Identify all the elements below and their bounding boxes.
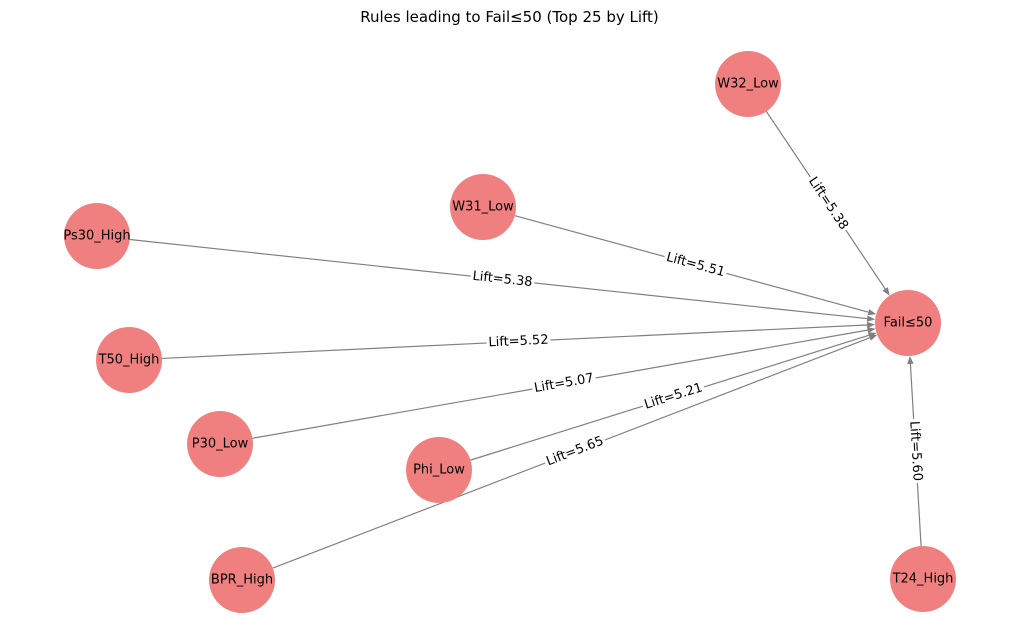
node-label: W31_Low [452, 200, 514, 215]
edge-label-text: Lift=5.38 [472, 269, 533, 290]
edge-label-text: Lift=5.38 [805, 174, 851, 232]
edge-label-background [486, 331, 551, 352]
edge-label-w32-low: Lift=5.38 [803, 172, 853, 235]
edge-label-background [542, 432, 608, 471]
edge-label-background [803, 172, 853, 235]
node-label: W32_Low [717, 77, 779, 92]
node-circle [64, 203, 130, 269]
edge-label-p30-low: Lift=5.07 [531, 370, 597, 397]
node-ps30-high: Ps30_High [63, 203, 131, 269]
edge-label-background [531, 370, 597, 397]
edge-label-text: Lift=5.60 [906, 421, 924, 482]
node-circle [450, 174, 516, 240]
node-circle [209, 547, 275, 613]
arrowhead-p30-low [867, 326, 876, 334]
edge-label-text: Lift=5.51 [665, 250, 727, 280]
edge-label-background [469, 268, 536, 291]
edge-label-background [662, 248, 729, 282]
arrowhead-w31-low [867, 309, 877, 316]
node-label: P30_Low [192, 437, 249, 452]
node-circle [890, 546, 956, 612]
node-circle [715, 51, 781, 117]
edge-label-t24-high: Lift=5.60 [905, 418, 926, 484]
node-w31-low: W31_Low [450, 174, 516, 240]
node-circle [187, 411, 253, 477]
node-label: BPR_High [211, 573, 273, 588]
node-t50-high: T50_High [96, 327, 162, 393]
arrowhead-t24-high [907, 355, 914, 365]
node-t24-high: T24_High [890, 546, 956, 612]
edge-label-text: Lift=5.21 [643, 380, 705, 412]
edge-label-text: Lift=5.52 [488, 333, 549, 351]
node-label: T24_High [892, 572, 954, 587]
node-w32-low: W32_Low [715, 51, 781, 117]
edge-label-ps30-high: Lift=5.38 [469, 268, 536, 291]
node-p30-low: P30_Low [187, 411, 253, 477]
node-bpr-high: BPR_High [209, 547, 275, 613]
edge-label-background [905, 418, 926, 484]
node-label: Fail≤50 [884, 316, 933, 331]
node-circle [406, 437, 472, 503]
node-label: Phi_Low [413, 463, 465, 478]
chart-title: Rules leading to Fail≤50 (Top 25 by Lift… [360, 8, 659, 26]
arrowhead-bpr-high [868, 334, 878, 341]
edge-label-phi-low: Lift=5.21 [640, 379, 707, 414]
node-label: T50_High [98, 353, 160, 368]
node-circle [875, 290, 941, 356]
node-phi-low: Phi_Low [406, 437, 472, 503]
edge-label-background [640, 379, 707, 414]
node-circle [96, 327, 162, 393]
arrowhead-ps30-high [866, 315, 876, 322]
node-target: Fail≤50 [875, 290, 941, 356]
edge-label-text: Lift=5.07 [533, 371, 595, 396]
edge-label-t50-high: Lift=5.52 [486, 331, 551, 352]
arrowhead-t50-high [866, 321, 876, 329]
node-label: Ps30_High [63, 229, 130, 244]
edge-label-w31-low: Lift=5.51 [662, 248, 729, 282]
arrowhead-w32-low [882, 287, 890, 296]
edge-label-bpr-high: Lift=5.65 [542, 432, 608, 471]
